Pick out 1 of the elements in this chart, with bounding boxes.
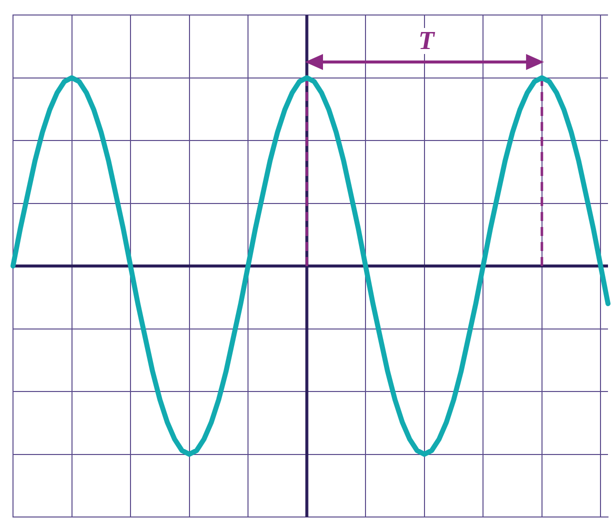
text: T	[416, 26, 436, 56]
